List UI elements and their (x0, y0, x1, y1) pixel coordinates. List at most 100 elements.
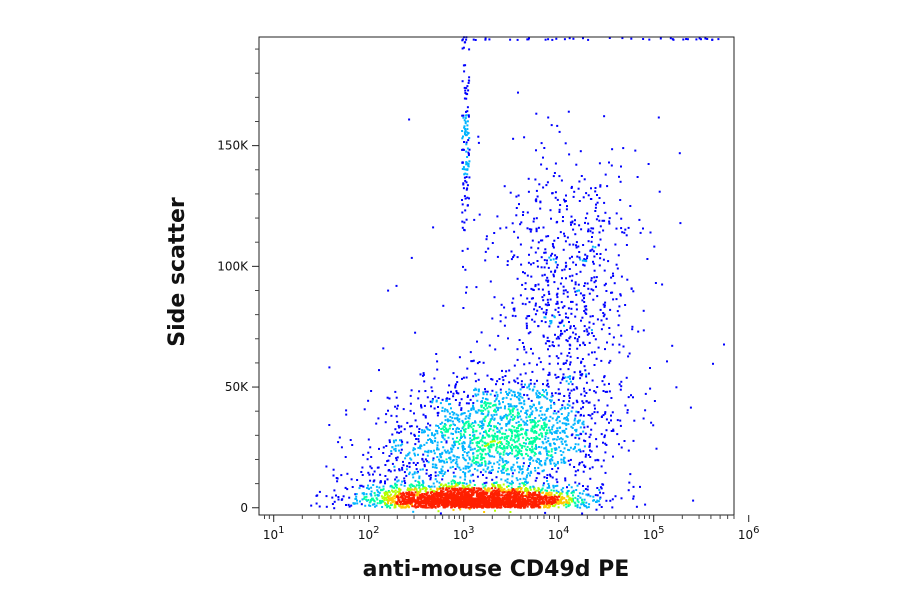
data-point (427, 506, 430, 509)
data-point (585, 328, 588, 331)
data-point (496, 445, 499, 448)
data-point (542, 497, 545, 500)
data-point (642, 417, 645, 420)
data-point (467, 427, 470, 429)
data-point (450, 461, 453, 464)
data-point (551, 341, 554, 344)
data-point (565, 444, 568, 447)
data-point (470, 505, 473, 508)
data-point (414, 454, 417, 457)
data-point (431, 398, 434, 400)
data-point (497, 470, 499, 473)
data-point (521, 386, 524, 389)
data-point (394, 495, 397, 498)
data-point (466, 504, 469, 506)
data-point (461, 211, 464, 214)
data-point (519, 478, 522, 481)
data-point (365, 493, 368, 496)
data-point (519, 487, 522, 490)
data-point (493, 481, 496, 484)
data-point (486, 504, 489, 507)
data-point (519, 294, 522, 297)
data-point (354, 493, 357, 496)
data-point (374, 494, 377, 497)
data-point (372, 498, 375, 501)
data-point (477, 445, 480, 448)
data-point (444, 471, 447, 474)
data-point (484, 415, 487, 418)
data-point (458, 466, 461, 469)
data-point (539, 501, 542, 504)
data-point (548, 473, 551, 476)
data-point (574, 496, 577, 499)
data-point (507, 495, 509, 498)
data-point (546, 496, 549, 499)
data-point (516, 489, 519, 492)
data-point (598, 488, 601, 491)
data-point (576, 340, 579, 343)
data-point (619, 294, 622, 297)
data-point (526, 449, 529, 452)
data-point (538, 402, 541, 405)
data-point (526, 496, 529, 499)
data-point (630, 37, 633, 40)
data-point (545, 423, 548, 426)
data-point (464, 436, 467, 439)
data-point (464, 459, 467, 462)
data-point (457, 440, 460, 443)
data-point (468, 48, 471, 51)
data-point (522, 506, 525, 509)
data-point (400, 425, 403, 428)
data-point (468, 458, 471, 461)
data-point (572, 448, 575, 451)
data-point (434, 492, 437, 495)
data-point (465, 176, 468, 178)
data-point (537, 241, 540, 244)
data-point (512, 307, 515, 310)
data-point (534, 491, 537, 494)
data-point (567, 307, 570, 310)
data-point (603, 313, 606, 316)
data-point (463, 168, 466, 171)
data-point (591, 231, 594, 234)
data-point (493, 455, 496, 458)
data-point (524, 500, 527, 503)
data-point (501, 376, 504, 379)
data-point (563, 422, 566, 425)
data-point (494, 435, 497, 438)
data-point (474, 491, 477, 494)
data-point (436, 441, 439, 444)
data-point (546, 181, 549, 184)
data-point (452, 423, 455, 426)
data-point (515, 195, 518, 198)
data-point (509, 452, 512, 455)
data-point (458, 443, 461, 445)
data-point (493, 400, 496, 403)
data-point (520, 402, 523, 405)
data-point (462, 114, 465, 117)
data-point (555, 492, 558, 494)
data-point (583, 178, 586, 181)
data-point (483, 420, 486, 423)
data-point (548, 340, 551, 343)
data-point (431, 433, 434, 436)
data-point (565, 277, 567, 280)
data-point (493, 485, 496, 488)
data-point (513, 415, 516, 418)
data-point (608, 421, 610, 424)
data-point (452, 485, 455, 488)
data-point (525, 434, 528, 437)
data-point (424, 500, 427, 503)
data-point (575, 273, 578, 276)
data-point (459, 491, 462, 494)
data-point (571, 255, 573, 258)
data-point (552, 438, 555, 441)
data-point (590, 288, 593, 291)
data-point (572, 195, 575, 198)
data-point (430, 506, 433, 509)
data-point (338, 436, 341, 439)
data-point (458, 418, 461, 421)
data-point (465, 286, 468, 289)
data-point (408, 493, 411, 496)
data-point (507, 491, 510, 493)
